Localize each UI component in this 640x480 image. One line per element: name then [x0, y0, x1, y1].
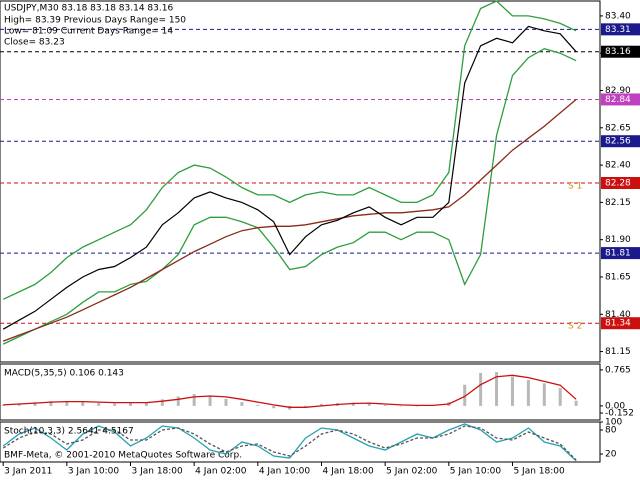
macd-bar	[65, 401, 69, 406]
macd-bar	[495, 372, 499, 406]
macd-bar	[319, 404, 323, 406]
x-tick-label: 3 Jan 10:00	[68, 467, 120, 477]
level-box	[601, 317, 640, 330]
info-line: Close= 83.23	[4, 38, 65, 48]
y-tick-label: 81.15	[605, 347, 631, 357]
macd-bar	[192, 394, 196, 406]
level-box	[601, 176, 640, 189]
macd-bar	[415, 405, 419, 407]
level-label: 82.28	[605, 178, 631, 188]
macd-bar	[272, 405, 276, 409]
macd-bar	[558, 388, 562, 406]
panel-frame	[0, 363, 601, 421]
stoch-signal	[2, 425, 577, 461]
macd-bar	[256, 404, 260, 406]
level-box	[601, 23, 640, 36]
level-label: 83.16	[605, 47, 631, 57]
y-tick-label: 82.15	[605, 198, 631, 208]
macd-bar	[81, 402, 85, 406]
y-tick-label: 0.765	[605, 365, 631, 375]
y-tick-label: 83.40	[605, 11, 631, 21]
x-tick-label: 3 Jan 18:00	[132, 467, 184, 477]
x-tick-label: 5 Jan 18:00	[513, 467, 565, 477]
macd-bar	[542, 383, 546, 406]
y-tick-label: 81.90	[605, 235, 631, 245]
level-label: 82.56	[605, 137, 631, 147]
macd-bar	[304, 405, 308, 407]
x-tick-label: 4 Jan 18:00	[322, 467, 374, 477]
macd-bar	[479, 372, 483, 406]
x-tick-label: 5 Jan 10:00	[450, 467, 502, 477]
level-label: 81.81	[605, 249, 631, 259]
macd-bar	[224, 398, 228, 406]
y-tick-label: 81.65	[605, 272, 631, 282]
x-tick-label: 4 Jan 02:00	[195, 467, 247, 477]
macd-bar	[399, 405, 403, 407]
macd-bar	[1, 404, 5, 406]
macd-bar	[49, 401, 53, 406]
y-tick-label: 81.40	[605, 310, 631, 320]
macd-bar	[574, 400, 578, 406]
price-line	[2, 25, 577, 330]
macd-bar	[113, 403, 117, 406]
y-tick-label: 0.00	[605, 401, 625, 411]
x-tick-label: 4 Jan 10:00	[259, 467, 311, 477]
y-tick-label: 82.65	[605, 123, 631, 133]
macd-bar	[351, 402, 355, 406]
macd-bar	[208, 395, 212, 406]
macd-bar	[144, 402, 148, 406]
bollinger-band	[2, 0, 577, 300]
level-note: S 2	[568, 322, 582, 332]
macd-bar	[176, 396, 180, 406]
y-tick-label: 80	[605, 426, 617, 436]
macd-bar	[240, 402, 244, 406]
level-box	[601, 247, 640, 260]
chart-title: USDJPY,M30 83.18 83.18 83.14 83.16	[4, 4, 173, 14]
y-tick-label: 82.40	[605, 161, 631, 171]
stoch-main	[2, 423, 577, 462]
bollinger-band	[2, 48, 577, 345]
level-note: S 1	[568, 181, 582, 191]
macd-bar	[97, 403, 101, 406]
level-box	[601, 45, 640, 58]
macd-bar	[129, 403, 133, 406]
x-tick-label: 5 Jan 02:00	[386, 467, 438, 477]
macd-bar	[367, 403, 371, 406]
y-tick-label: 100	[605, 418, 622, 428]
level-box	[601, 93, 640, 106]
y-tick-label: -0.152	[605, 409, 634, 419]
macd-bar	[383, 404, 387, 406]
macd-signal	[3, 374, 577, 408]
panel-title: MACD(5,35,5) 0.106 0.143	[4, 369, 124, 379]
level-label: 82.84	[605, 95, 631, 105]
macd-bar	[463, 384, 467, 406]
y-tick-label: 82.90	[605, 86, 631, 96]
macd-bar	[510, 376, 514, 406]
info-line: High= 83.39 Previous Days Range= 150	[4, 16, 186, 26]
macd-bar	[160, 399, 164, 406]
macd-bar	[17, 403, 21, 406]
level-box	[601, 135, 640, 148]
panel-title: Stoch(10,3,3) 2.5641 4.5167	[4, 427, 134, 437]
panel-frame	[0, 421, 601, 463]
copyright: BMF-Meta, © 2001-2010 MetaQuotes Softwar…	[4, 451, 242, 461]
macd-bar	[33, 402, 37, 406]
info-line: Low= 81.09 Current Days Range= 14	[4, 27, 173, 37]
level-label: 81.34	[605, 319, 631, 329]
panel-frame	[0, 0, 601, 363]
macd-bar	[526, 380, 530, 406]
y-tick-label: 20	[605, 450, 617, 460]
x-tick-label: 3 Jan 2011	[4, 467, 52, 477]
level-label: 83.31	[605, 25, 631, 35]
moving-average	[2, 99, 577, 342]
